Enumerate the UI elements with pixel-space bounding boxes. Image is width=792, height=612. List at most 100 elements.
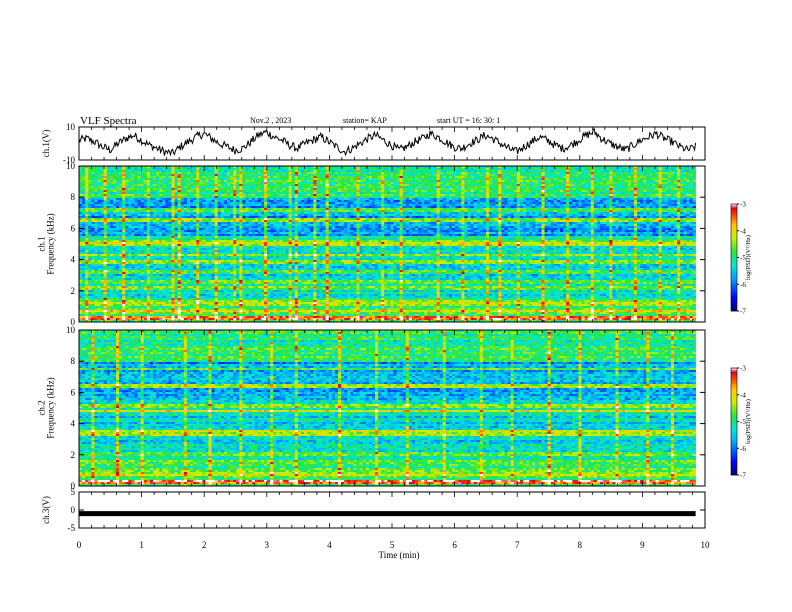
spectrogram-cell xyxy=(504,198,507,200)
spectrogram-cell xyxy=(393,198,396,200)
spectrogram-cell xyxy=(501,184,504,186)
spectrogram-cell xyxy=(671,180,674,182)
spectrogram-cell xyxy=(273,210,276,212)
spectrogram-cell xyxy=(122,214,125,216)
spectrogram-cell xyxy=(363,168,366,170)
spectrogram-cell xyxy=(387,182,390,184)
spectrogram-cell xyxy=(208,206,211,208)
spectrogram-cell xyxy=(535,168,538,170)
spectrogram-cell xyxy=(659,174,662,176)
spectrogram-cell xyxy=(91,178,94,180)
spectrogram-cell xyxy=(548,200,551,202)
spectrogram-cell xyxy=(292,184,295,186)
spectrogram-cell xyxy=(147,212,150,214)
spectrogram-cell xyxy=(625,204,628,206)
spectrogram-cell xyxy=(461,206,464,208)
spectrogram-cell xyxy=(659,202,662,204)
spectrogram-cell xyxy=(492,184,495,186)
spectrogram-cell xyxy=(557,180,560,182)
spectrogram-cell xyxy=(304,186,307,188)
spectrogram-cell xyxy=(421,168,424,170)
spectrogram-cell xyxy=(215,170,218,172)
spectrogram-cell xyxy=(622,186,625,188)
spectrogram-cell xyxy=(292,202,295,204)
spectrogram-cell xyxy=(212,208,215,210)
spectrogram-cell xyxy=(467,194,470,196)
spectrogram-cell xyxy=(662,188,665,190)
spectrogram-cell xyxy=(378,190,381,192)
spectrogram-cell xyxy=(446,192,449,194)
spectrogram-cell xyxy=(384,170,387,172)
spectrogram-cell xyxy=(686,202,689,204)
spectrogram-cell xyxy=(249,210,252,212)
spectrogram-cell xyxy=(147,178,150,180)
spectrogram-cell xyxy=(390,206,393,208)
spectrogram-cell xyxy=(606,206,609,208)
spectrogram-cell xyxy=(597,192,600,194)
spectrogram-cell xyxy=(295,196,298,198)
spectrogram-cell xyxy=(409,184,412,186)
spectrogram-cell xyxy=(341,194,344,196)
spectrogram-cell xyxy=(196,200,199,202)
spectrogram-cell xyxy=(637,188,640,190)
spectrogram-cell xyxy=(504,210,507,212)
spectrogram-cell xyxy=(131,190,134,192)
spectrogram-cell xyxy=(88,210,91,212)
spectrogram-cell xyxy=(381,196,384,198)
spectrogram-cell xyxy=(208,182,211,184)
spectrogram-cell xyxy=(551,172,554,174)
spectrogram-cell xyxy=(514,170,517,172)
spectrogram-cell xyxy=(369,184,372,186)
spectrogram-cell xyxy=(184,170,187,172)
spectrogram-cell xyxy=(585,204,588,206)
spectrogram-cell xyxy=(255,178,258,180)
spectrogram-cell xyxy=(270,188,273,190)
spectrogram-cell xyxy=(218,210,221,212)
spectrogram-cell xyxy=(264,182,267,184)
spectrogram-cell xyxy=(504,178,507,180)
spectrogram-cell xyxy=(141,194,144,196)
spectrogram-cell xyxy=(313,192,316,194)
spectrogram-cell xyxy=(307,208,310,210)
spectrogram-cell xyxy=(634,212,637,214)
spectrogram-cell xyxy=(504,170,507,172)
spectrogram-cell xyxy=(175,190,178,192)
spectrogram-cell xyxy=(554,196,557,198)
spectrogram-cell xyxy=(424,176,427,178)
spectrogram-cell xyxy=(356,190,359,192)
spectrogram-cell xyxy=(162,212,165,214)
spectrogram-cell xyxy=(572,200,575,202)
spectrogram-cell xyxy=(233,196,236,198)
spectrogram-cell xyxy=(356,178,359,180)
spectrogram-cell xyxy=(680,188,683,190)
spectrogram-cell xyxy=(196,212,199,214)
spectrogram-cell xyxy=(267,198,270,200)
spectrogram-cell xyxy=(619,212,622,214)
spectrogram-cell xyxy=(187,172,190,174)
spectrogram-cell xyxy=(307,176,310,178)
spectrogram-cell xyxy=(563,202,566,204)
spectrogram-cell xyxy=(150,180,153,182)
spectrogram-cell xyxy=(400,184,403,186)
spectrogram-cell xyxy=(480,184,483,186)
spectrogram-cell xyxy=(437,188,440,190)
spectrogram-cell xyxy=(159,180,162,182)
spectrogram-cell xyxy=(551,204,554,206)
spectrogram-cell xyxy=(82,192,85,194)
spectrogram-cell xyxy=(677,212,680,214)
spectrogram-cell xyxy=(249,194,252,196)
spectrogram-cell xyxy=(634,194,637,196)
spectrogram-cell xyxy=(138,202,141,204)
spectrogram-cell xyxy=(680,176,683,178)
spectrogram-cell xyxy=(134,182,137,184)
spectrogram-cell xyxy=(101,204,104,206)
spectrogram-cell xyxy=(440,178,443,180)
spectrogram-cell xyxy=(588,212,591,214)
spectrogram-cell xyxy=(532,184,535,186)
spectrogram-cell xyxy=(492,172,495,174)
spectrogram-cell xyxy=(400,194,403,196)
spectrogram-cell xyxy=(594,174,597,176)
spectrogram-cell xyxy=(572,176,575,178)
spectrogram-cell xyxy=(427,198,430,200)
spectrogram-cell xyxy=(178,172,181,174)
